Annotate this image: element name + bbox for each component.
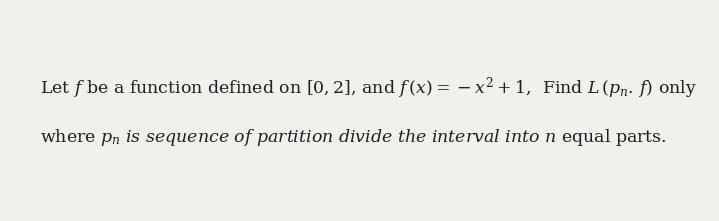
Text: where $p_n$ $\mathit{is\ sequence\ of\ partition\ divide\ the\ interval\ into}\ : where $p_n$ $\mathit{is\ sequence\ of\ p… — [40, 126, 667, 148]
Text: Let $f$ be a function defined on $[0,2]$, and $f\,(x) = -x^{2} + 1$,  Find $L\,(: Let $f$ be a function defined on $[0,2]$… — [40, 75, 697, 101]
